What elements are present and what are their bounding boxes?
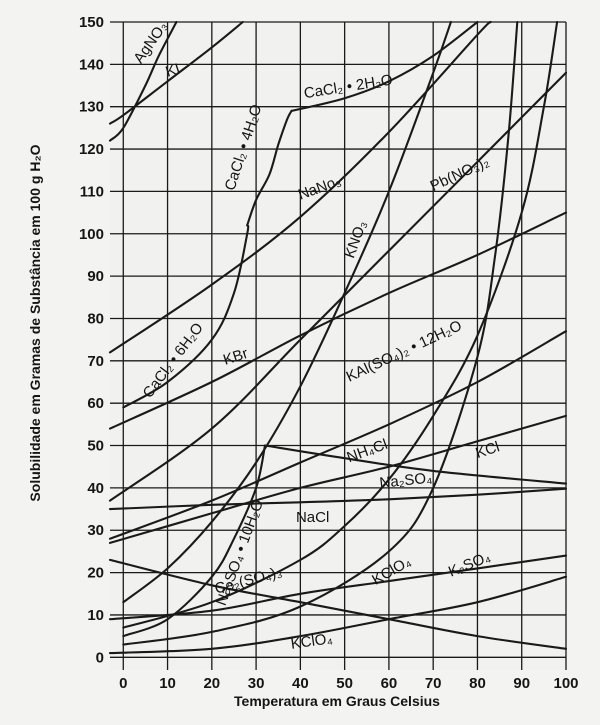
curve-kalso4 bbox=[122, 20, 519, 646]
x-tick-label: 70 bbox=[425, 675, 442, 692]
grid bbox=[110, 21, 567, 670]
tick-labels: 0 10 20 30 40 50 60 70 80 90 100 0 10 20 30 40 50 60 70 80 9… bbox=[79, 14, 579, 692]
label-kclo4-low: KClO₄ bbox=[290, 630, 334, 653]
label-kbr: KBr bbox=[221, 345, 250, 369]
y-tick-label: 0 bbox=[96, 649, 104, 666]
y-tick-label: 60 bbox=[87, 395, 104, 412]
y-tick-label: 110 bbox=[80, 183, 104, 200]
curve-pbno32 bbox=[108, 71, 568, 502]
curve-kbr bbox=[108, 211, 568, 430]
curve-na2so4-10h2o bbox=[122, 444, 267, 638]
label-ki: KI bbox=[164, 60, 183, 81]
curve-cacl2-6h2o bbox=[122, 224, 250, 409]
curve-kcl bbox=[108, 414, 568, 544]
x-tick-label: 60 bbox=[381, 675, 398, 692]
y-tick-label: 140 bbox=[79, 56, 104, 73]
curve-agno3 bbox=[108, 20, 178, 142]
y-tick-label: 80 bbox=[87, 310, 104, 327]
curve-cacl2-4h2o bbox=[246, 109, 293, 227]
y-tick-label: 90 bbox=[87, 268, 104, 285]
y-tick-label: 120 bbox=[79, 141, 104, 158]
y-tick-label: 30 bbox=[87, 522, 104, 539]
curve-ce2so43 bbox=[108, 558, 568, 650]
x-tick-label: 0 bbox=[119, 675, 127, 692]
series-curves bbox=[108, 20, 568, 655]
y-tick-label: 40 bbox=[87, 480, 104, 497]
x-tick-label: 100 bbox=[553, 675, 578, 692]
x-tick-label: 50 bbox=[336, 675, 353, 692]
x-tick-label: 80 bbox=[469, 675, 486, 692]
y-tick-label: 100 bbox=[79, 226, 104, 243]
curve-cacl2-2h2o bbox=[290, 20, 479, 112]
x-axis-title: Temperatura em Graus Celsius bbox=[234, 693, 440, 709]
curve-ki bbox=[108, 20, 244, 125]
curve-kclo4 bbox=[122, 20, 559, 629]
label-na2so4: Na₂SO₄ bbox=[379, 469, 433, 491]
y-tick-label: 150 bbox=[79, 14, 104, 31]
curve-kno3 bbox=[122, 20, 452, 604]
curve-nh4cl bbox=[108, 330, 568, 540]
y-tick-label: 70 bbox=[87, 353, 104, 370]
label-kcl: KCl bbox=[473, 438, 501, 462]
y-tick-label: 130 bbox=[79, 99, 104, 116]
curve-nacl bbox=[108, 487, 568, 511]
curve-k2so4 bbox=[108, 554, 568, 621]
x-tick-label: 10 bbox=[159, 675, 176, 692]
x-tick-label: 40 bbox=[292, 675, 309, 692]
curve-nano3 bbox=[108, 20, 492, 354]
curve-kclo4-low bbox=[108, 575, 568, 655]
plot-background bbox=[110, 22, 566, 670]
x-tick-label: 30 bbox=[248, 675, 265, 692]
x-tick-label: 20 bbox=[203, 675, 220, 692]
label-nacl: NaCl bbox=[296, 509, 329, 526]
x-tick-label: 90 bbox=[513, 675, 530, 692]
y-tick-label: 50 bbox=[87, 438, 104, 455]
y-tick-label: 10 bbox=[87, 607, 104, 624]
y-tick-label: 20 bbox=[87, 565, 104, 582]
y-axis-title: Solubilidade em Gramas de Substância em … bbox=[27, 144, 43, 501]
